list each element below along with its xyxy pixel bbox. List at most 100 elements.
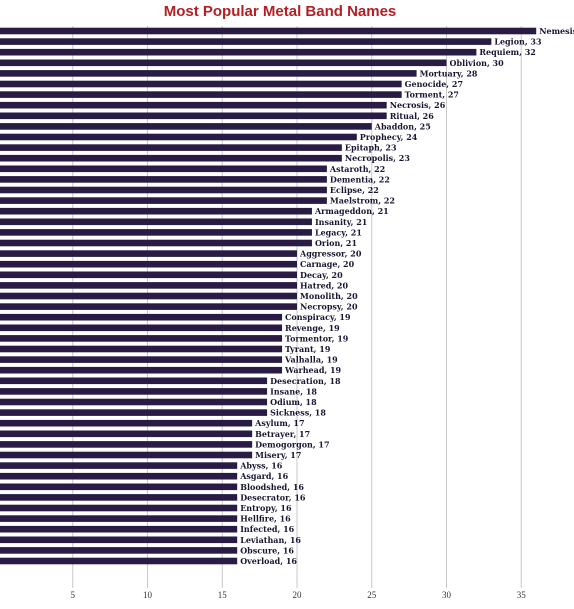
bar-mortuary <box>0 70 417 77</box>
data-label-sickness: Sickness, 18 <box>270 408 326 418</box>
data-label-aggressor: Aggressor, 20 <box>299 249 362 259</box>
bar-bloodshed <box>0 483 238 491</box>
bar-oblivion <box>0 59 447 67</box>
data-label-armageddon: Armageddon, 21 <box>314 206 389 216</box>
bar-odium <box>0 398 268 406</box>
data-label-requiem: Requiem, 32 <box>479 47 535 57</box>
x-tick-label-15: 15 <box>218 590 228 600</box>
data-label-eclipse: Eclipse, 22 <box>330 185 379 195</box>
data-label-torment: Torment, 27 <box>405 90 459 100</box>
data-label-monolith: Monolith, 20 <box>300 291 358 301</box>
data-label-overload: Overload, 16 <box>240 556 297 566</box>
bar-necrosis <box>0 101 387 109</box>
bar-carnage <box>0 260 297 268</box>
bar-leviathan <box>0 536 238 544</box>
data-label-asylum: Asylum, 17 <box>254 418 304 428</box>
x-tick-label-20: 20 <box>293 590 303 600</box>
bar-desecrator <box>0 494 238 501</box>
data-label-mortuary: Mortuary, 28 <box>420 68 478 78</box>
data-label-desecrator: Desecrator, 16 <box>240 492 306 502</box>
bar-genocide <box>0 80 402 88</box>
data-label-revenge: Revenge, 19 <box>285 323 340 333</box>
bar-epitaph <box>0 144 342 151</box>
data-label-misery: Misery, 17 <box>255 450 301 460</box>
data-label-dementia: Dementia, 22 <box>330 174 390 184</box>
data-label-abyss: Abyss, 16 <box>239 461 283 471</box>
bar-misery <box>0 451 253 459</box>
bar-legacy <box>0 229 312 236</box>
bar-demogorgon <box>0 441 253 448</box>
data-label-nemesis: Nemesis, 36 <box>539 26 574 36</box>
bar-prophecy <box>0 133 357 141</box>
data-label-epitaph: Epitaph, 23 <box>345 143 397 153</box>
bar-warhead <box>0 366 283 374</box>
data-label-necropsy: Necropsy, 20 <box>300 302 358 312</box>
bar-eclipse <box>0 186 327 194</box>
bar-armageddon <box>0 207 312 215</box>
data-label-bloodshed: Bloodshed, 16 <box>240 482 304 492</box>
bar-tyrant <box>0 345 283 353</box>
data-label-genocide: Genocide, 27 <box>405 79 463 89</box>
bar-abyss <box>0 462 238 469</box>
data-label-necrosis: Necrosis, 26 <box>390 100 446 110</box>
bar-orion <box>0 239 312 247</box>
bar-decay <box>0 271 297 279</box>
bar-overload <box>0 557 238 565</box>
bar-asylum <box>0 419 253 427</box>
data-label-leviathan: Leviathan, 16 <box>240 535 301 545</box>
bar-monolith <box>0 292 297 300</box>
data-label-decay: Decay, 20 <box>300 270 343 280</box>
bar-obscure <box>0 547 238 554</box>
data-label-hellfire: Hellfire, 16 <box>240 514 291 524</box>
chart-title: Most Popular Metal Band Names <box>164 3 397 20</box>
data-label-entropy: Entropy, 16 <box>240 503 292 513</box>
data-label-valhalla: Valhalla, 19 <box>284 355 338 365</box>
bar-aggressor <box>0 250 297 257</box>
data-label-maelstrom: Maelstrom, 22 <box>330 196 395 206</box>
data-label-odium: Odium, 18 <box>270 397 317 407</box>
data-label-insanity: Insanity, 21 <box>315 217 367 227</box>
data-label-legacy: Legacy, 21 <box>315 227 362 237</box>
bar-asgard <box>0 472 238 480</box>
data-label-orion: Orion, 21 <box>315 238 357 248</box>
x-tick-label-10: 10 <box>143 590 153 600</box>
bar-sickness <box>0 409 268 416</box>
data-label-conspiracy: Conspiracy, 19 <box>285 312 351 322</box>
data-label-prophecy: Prophecy, 24 <box>360 132 418 142</box>
bar-insanity <box>0 218 312 226</box>
data-label-infected: Infected, 16 <box>240 524 294 534</box>
bar-entropy <box>0 504 238 512</box>
data-label-abaddon: Abaddon, 25 <box>374 121 431 131</box>
bar-infected <box>0 525 238 533</box>
bar-ritual <box>0 112 387 120</box>
bar-betrayer <box>0 430 253 438</box>
x-tick-label-30: 30 <box>442 590 452 600</box>
bar-tormentor <box>0 335 283 342</box>
bar-nemesis <box>0 27 537 35</box>
data-label-tormentor: Tormentor, 19 <box>285 333 349 343</box>
bar-maelstrom <box>0 197 327 204</box>
data-label-necropolis: Necropolis, 23 <box>345 153 410 163</box>
data-label-insane: Insane, 18 <box>270 386 317 396</box>
data-label-legion: Legion, 33 <box>494 37 542 47</box>
bar-necropsy <box>0 303 297 310</box>
bar-valhalla <box>0 356 283 363</box>
x-tick-label-35: 35 <box>517 590 527 600</box>
data-label-asgard: Asgard, 16 <box>239 471 288 481</box>
bar-torment <box>0 91 402 98</box>
bar-revenge <box>0 324 283 332</box>
x-tick-label-25: 25 <box>367 590 377 600</box>
data-label-hatred: Hatred, 20 <box>300 280 348 290</box>
data-label-demogorgon: Demogorgon, 17 <box>255 439 329 449</box>
bar-hatred <box>0 282 297 289</box>
x-tick-label-5: 5 <box>71 590 76 600</box>
bar-requiem <box>0 48 477 56</box>
data-label-tyrant: Tyrant, 19 <box>285 344 331 354</box>
bar-insane <box>0 388 268 395</box>
data-label-obscure: Obscure, 16 <box>240 545 294 555</box>
bar-dementia <box>0 176 327 183</box>
data-label-astaroth: Astaroth, 22 <box>329 164 385 174</box>
